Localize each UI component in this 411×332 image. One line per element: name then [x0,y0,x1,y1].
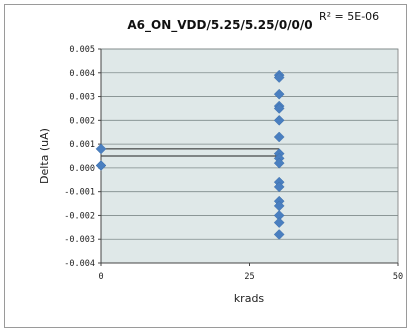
data-points [95,69,285,240]
gridlines [101,48,398,264]
data-point [273,131,285,143]
y-tick-label: 0.001 [69,140,95,150]
data-point [95,143,107,155]
y-tick-label: 0.002 [69,116,95,126]
data-point [273,103,285,114]
connector-lines [101,148,280,157]
x-axis-label: krads [234,292,265,305]
y-tick-label: 0.000 [69,164,95,174]
data-point [273,88,285,100]
y-tick-label: -0.002 [64,211,95,221]
r-squared-annotation: R² = 5E-06 [319,10,379,23]
x-tick-label: 25 [244,272,254,282]
y-axis-label: Delta (uA) [38,128,51,184]
data-point [273,157,285,169]
x-tick-label: 50 [393,272,403,282]
x-tick-label: 0 [98,272,103,282]
y-tick-label: -0.001 [64,188,95,198]
data-point [273,114,285,126]
data-point [273,217,285,228]
data-point [273,72,285,83]
tick-labels: -0.004 -0.003 -0.002 -0.001 0.000 0.001 0.002 0… [64,45,403,282]
y-tick-label: 0.004 [69,69,95,79]
y-tick-label: 0.005 [69,45,95,55]
y-tick-label: -0.003 [64,235,95,245]
data-point [95,160,107,171]
chart-title: A6_ON_VDD/5.25/5.25/0/0/0 [127,18,312,33]
data-point [273,181,285,193]
data-point [273,229,285,240]
axes [98,48,399,266]
y-tick-label: -0.004 [64,259,95,269]
y-tick-label: 0.003 [69,93,95,103]
